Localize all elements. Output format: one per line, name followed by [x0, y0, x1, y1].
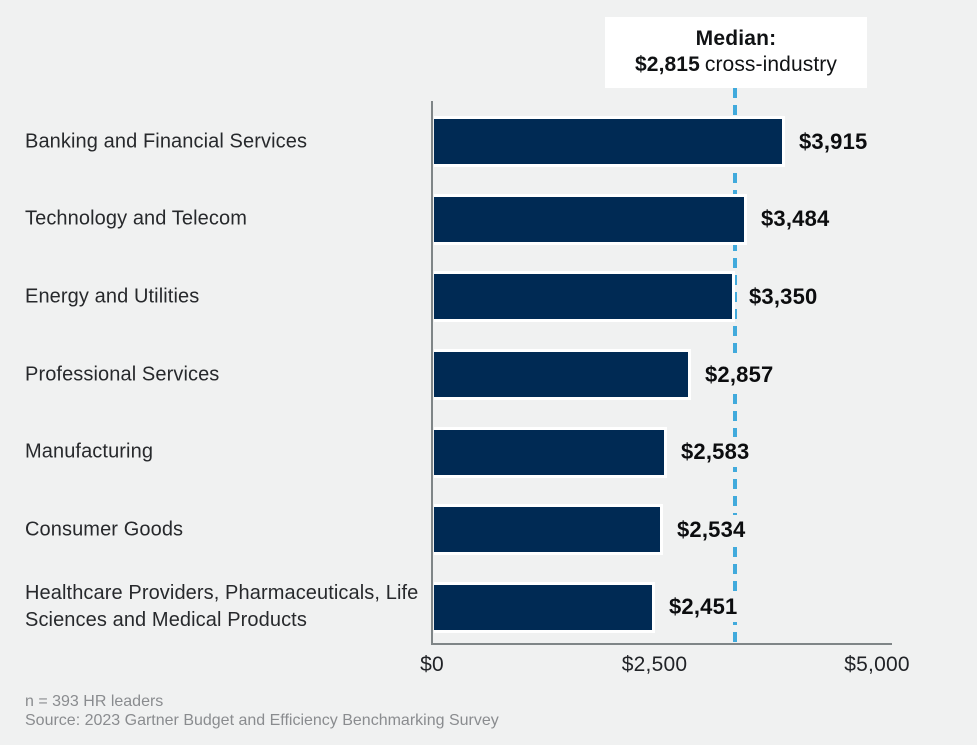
category-label: Manufacturing	[25, 440, 154, 463]
bar-fill	[434, 352, 688, 397]
category-label: Banking and Financial Services	[25, 130, 308, 153]
value-label: $2,583	[676, 437, 755, 468]
value-label: $2,451	[664, 592, 743, 623]
bar-fill	[434, 429, 664, 475]
median-callout-value: $2,815	[635, 53, 700, 76]
value-label: $2,534	[672, 514, 751, 545]
category-label: Consumer Goods	[25, 518, 184, 541]
median-callout-suffix: cross-industry	[704, 53, 837, 76]
value-label: $2,857	[700, 359, 779, 390]
bar-fill	[434, 274, 732, 320]
median-callout-title: Median:	[695, 27, 777, 50]
y-axis-line	[431, 101, 433, 645]
bar	[434, 116, 785, 168]
bar	[434, 349, 691, 400]
bar-fill	[434, 507, 660, 553]
bar-fill	[434, 196, 744, 242]
footnote-source: Source: 2023 Gartner Budget and Efficien…	[25, 711, 499, 729]
value-label: $3,350	[744, 281, 823, 312]
bar	[434, 504, 663, 556]
footnote: n = 393 HR leaders Source: 2023 Gartner …	[25, 693, 499, 730]
bar-fill	[434, 119, 782, 165]
bar	[434, 426, 667, 478]
x-tick-label: $5,000	[844, 653, 910, 676]
bar	[434, 581, 655, 633]
value-label: $3,484	[756, 204, 835, 235]
x-tick-label: $0	[420, 653, 444, 676]
category-label: Healthcare Providers, Pharmaceuticals, L…	[25, 582, 419, 632]
category-label: Energy and Utilities	[25, 285, 200, 308]
value-label: $3,915	[794, 126, 873, 157]
footnote-sample-size: n = 393 HR leaders	[25, 693, 164, 710]
bar	[434, 271, 735, 323]
x-tick-label: $2,500	[621, 653, 688, 676]
median-callout: Median: $2,815 cross-industry	[605, 17, 867, 88]
median-callout-line2: $2,815 cross-industry	[605, 51, 867, 78]
category-label: Professional Services	[25, 363, 220, 385]
bar-fill	[434, 584, 652, 630]
x-axis-line	[431, 643, 892, 645]
category-label: Technology and Telecom	[25, 207, 247, 230]
bar	[434, 193, 747, 245]
